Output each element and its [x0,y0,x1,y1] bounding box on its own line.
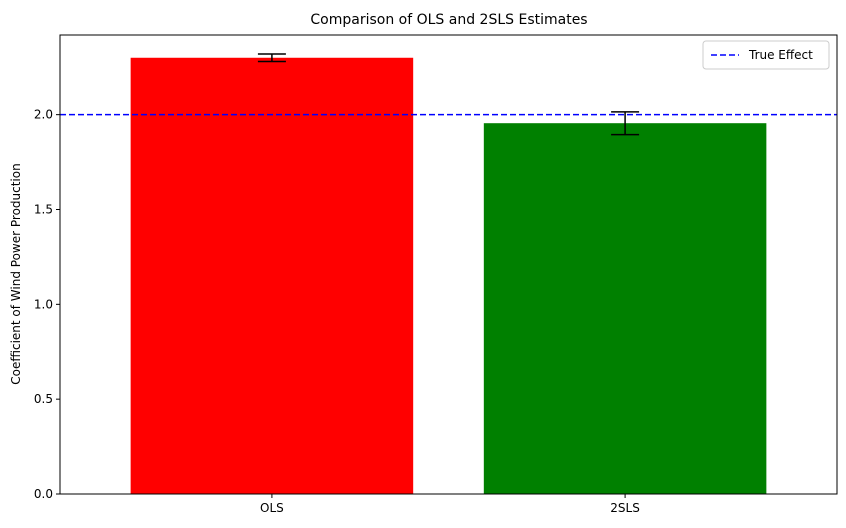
bars-group [130,57,767,495]
legend: True Effect [702,40,830,70]
y-tick-label: 1.5 [34,202,53,216]
x-tick-label: 2SLS [610,501,640,515]
y-tick-label: 0.0 [34,487,53,501]
x-tick-label: OLS [260,501,284,515]
legend-box [702,40,830,70]
legend-label: True Effect [748,48,813,62]
bar-2sls [483,123,767,494]
x-ticks-group: OLS 2SLS [260,494,640,515]
y-tick-label: 2.0 [34,108,53,122]
bar-ols [130,57,414,495]
y-axis-label: Coefficient of Wind Power Production [9,163,23,384]
y-ticks-group: 0.0 0.5 1.0 1.5 2.0 [34,108,60,501]
y-tick-label: 1.0 [34,297,53,311]
errorbars-group [257,53,640,136]
plot-frame [59,34,838,495]
chart-title: Comparison of OLS and 2SLS Estimates [310,12,587,28]
y-tick-label: 0.5 [34,392,53,406]
